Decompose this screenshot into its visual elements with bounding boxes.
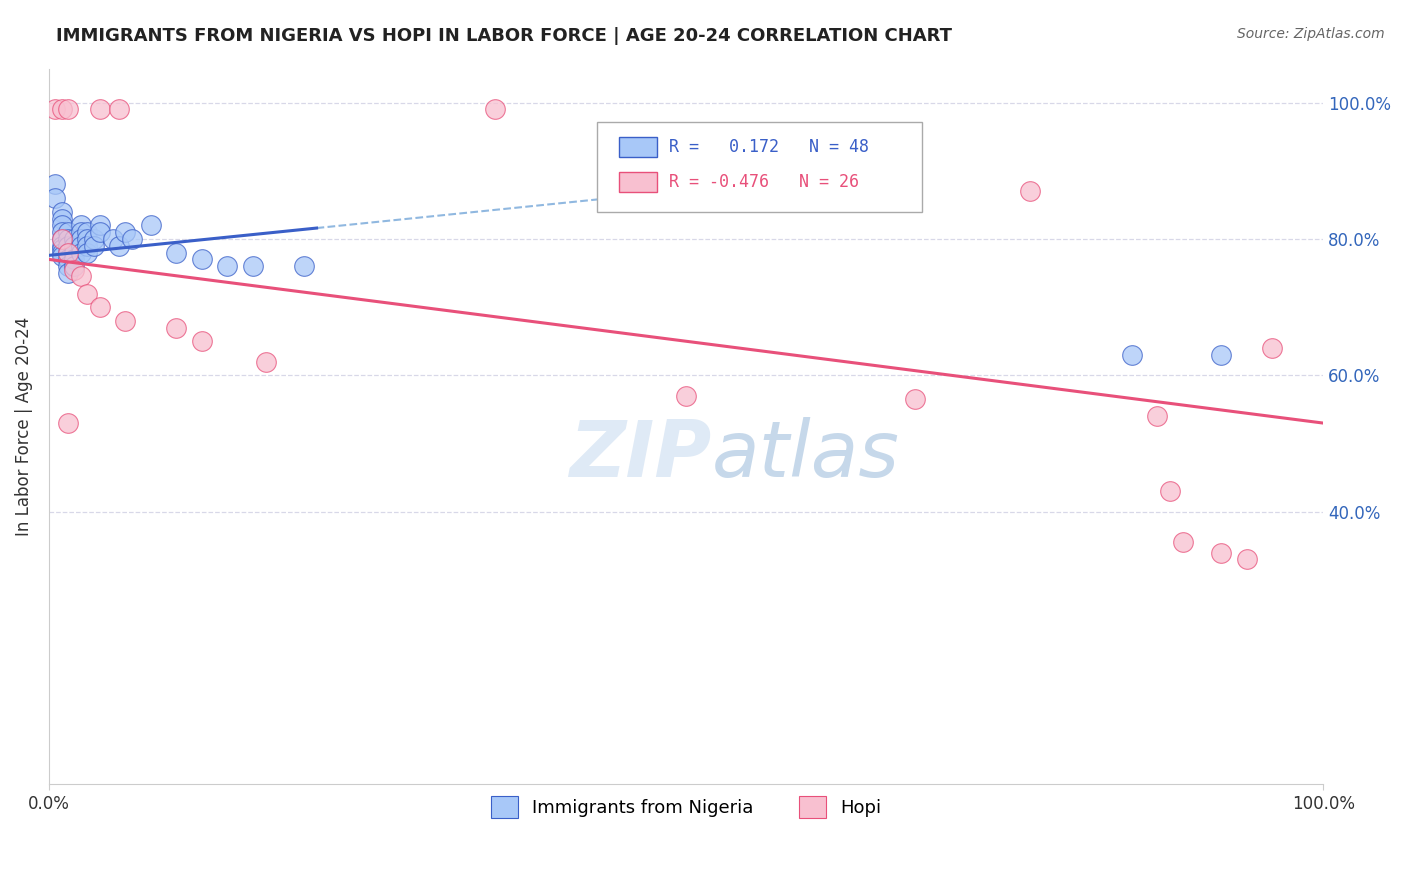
Bar: [619, 171, 657, 192]
Point: [254, 354, 277, 368]
Point: [44, 191, 66, 205]
Point: [89, 103, 111, 117]
Text: Source: ZipAtlas.com: Source: ZipAtlas.com: [1237, 27, 1385, 41]
Text: R =   0.172   N = 48: R = 0.172 N = 48: [669, 138, 869, 156]
Point: [51, 249, 73, 263]
Point: [1019, 184, 1042, 198]
Point: [1146, 409, 1168, 424]
Point: [165, 320, 187, 334]
Point: [69, 239, 91, 253]
Point: [63, 245, 86, 260]
Point: [69, 245, 91, 260]
Point: [217, 259, 239, 273]
Point: [101, 232, 124, 246]
Point: [56, 239, 79, 253]
Text: ZIP: ZIP: [569, 417, 711, 493]
Point: [1159, 484, 1181, 499]
Point: [56, 245, 79, 260]
Point: [121, 232, 143, 246]
Point: [51, 239, 73, 253]
Point: [904, 392, 927, 407]
Point: [63, 262, 86, 277]
Text: IMMIGRANTS FROM NIGERIA VS HOPI IN LABOR FORCE | AGE 20-24 CORRELATION CHART: IMMIGRANTS FROM NIGERIA VS HOPI IN LABOR…: [56, 27, 952, 45]
Point: [76, 239, 98, 253]
Point: [51, 242, 73, 256]
Point: [56, 103, 79, 117]
Point: [108, 239, 131, 253]
FancyBboxPatch shape: [598, 122, 922, 211]
Point: [191, 334, 214, 349]
Point: [56, 245, 79, 260]
Point: [89, 300, 111, 314]
Point: [484, 103, 506, 117]
Point: [83, 239, 105, 253]
Point: [89, 225, 111, 239]
Point: [51, 232, 73, 246]
Point: [51, 225, 73, 239]
Point: [51, 245, 73, 260]
Point: [56, 252, 79, 267]
Point: [51, 219, 73, 233]
Point: [139, 219, 162, 233]
Legend: Immigrants from Nigeria, Hopi: Immigrants from Nigeria, Hopi: [484, 789, 889, 825]
Y-axis label: In Labor Force | Age 20-24: In Labor Force | Age 20-24: [15, 317, 32, 536]
Point: [675, 389, 697, 403]
Text: atlas: atlas: [711, 417, 900, 493]
Bar: [619, 137, 657, 157]
Point: [1121, 348, 1143, 362]
Point: [63, 232, 86, 246]
Point: [108, 103, 131, 117]
Point: [51, 204, 73, 219]
Text: R = -0.476   N = 26: R = -0.476 N = 26: [669, 173, 859, 191]
Point: [114, 314, 136, 328]
Point: [191, 252, 214, 267]
Point: [56, 266, 79, 280]
Point: [63, 252, 86, 267]
Point: [76, 225, 98, 239]
Point: [1211, 546, 1233, 560]
Point: [56, 416, 79, 430]
Point: [69, 219, 91, 233]
Point: [1171, 535, 1194, 549]
Point: [1261, 341, 1284, 355]
Point: [63, 239, 86, 253]
Point: [76, 286, 98, 301]
Point: [51, 232, 73, 246]
Point: [114, 225, 136, 239]
Point: [76, 245, 98, 260]
Point: [292, 259, 315, 273]
Point: [56, 259, 79, 273]
Point: [51, 211, 73, 226]
Point: [69, 232, 91, 246]
Point: [1236, 552, 1258, 566]
Point: [56, 232, 79, 246]
Point: [69, 225, 91, 239]
Point: [69, 269, 91, 284]
Point: [1211, 348, 1233, 362]
Point: [63, 259, 86, 273]
Point: [83, 232, 105, 246]
Point: [242, 259, 264, 273]
Point: [165, 245, 187, 260]
Point: [51, 103, 73, 117]
Point: [44, 178, 66, 192]
Point: [89, 219, 111, 233]
Point: [76, 232, 98, 246]
Point: [44, 103, 66, 117]
Point: [56, 225, 79, 239]
